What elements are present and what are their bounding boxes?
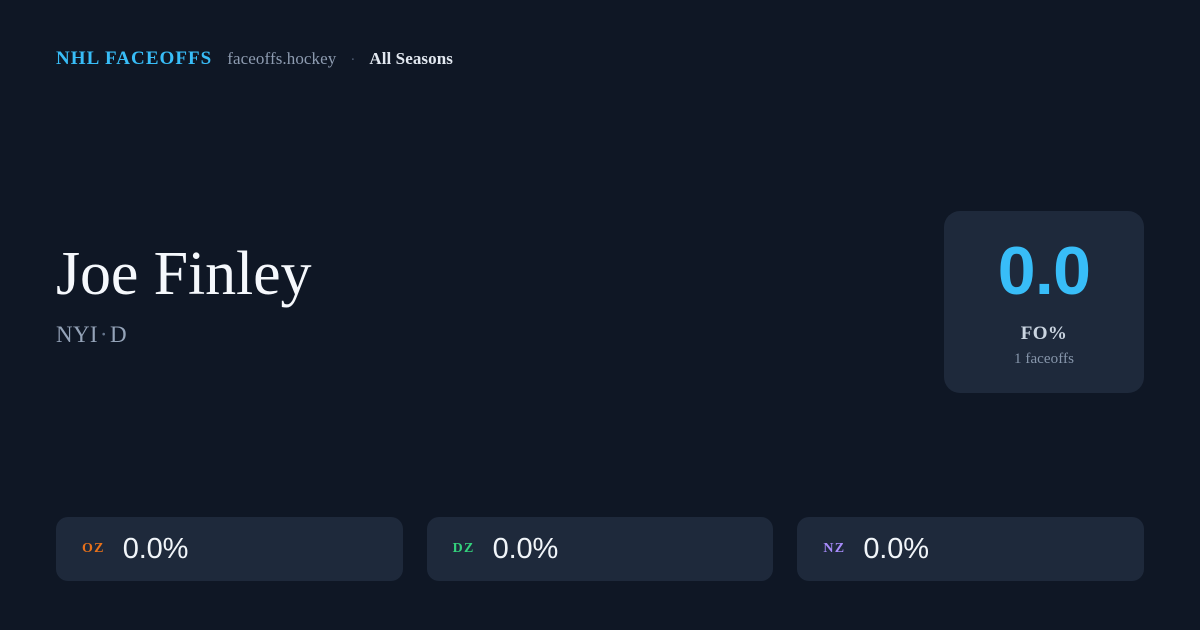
faceoff-percentage-label: FO% (1020, 323, 1068, 344)
zone-code-dz: DZ (452, 541, 475, 556)
zone-code-nz: NZ (823, 541, 846, 556)
faceoff-count-label: 1 faceoffs (1013, 351, 1075, 367)
player-team: NYI (56, 322, 98, 347)
zone-breakdown: OZ 0.0% DZ 0.0% NZ 0.0% (56, 517, 1145, 581)
zone-card-nz: NZ 0.0% (797, 517, 1145, 581)
zone-value-nz: 0.0% (863, 532, 929, 565)
player-meta-separator: · (99, 322, 108, 347)
brand-title: NHL FACEOFFS (56, 48, 213, 69)
zone-value-oz: 0.0% (122, 532, 189, 565)
site-header: NHL FACEOFFS faceoffs.hockey · All Seaso… (56, 48, 453, 70)
zone-value-dz: 0.0% (492, 532, 559, 565)
zone-card-dz: DZ 0.0% (426, 517, 774, 581)
header-separator: · (350, 52, 356, 68)
site-domain: faceoffs.hockey (227, 49, 337, 68)
zone-code-oz: OZ (82, 541, 105, 556)
player-meta: NYI·D (56, 322, 311, 348)
primary-stat-card: 0.0 FO% 1 faceoffs (944, 211, 1144, 393)
faceoff-percentage-value: 0.0 (997, 233, 1091, 309)
season-filter-label: All Seasons (369, 49, 453, 68)
player-name: Joe Finley (56, 240, 312, 308)
player-position: D (109, 322, 127, 347)
player-identity: Joe Finley NYI·D (56, 243, 311, 348)
zone-card-oz: OZ 0.0% (56, 517, 403, 581)
